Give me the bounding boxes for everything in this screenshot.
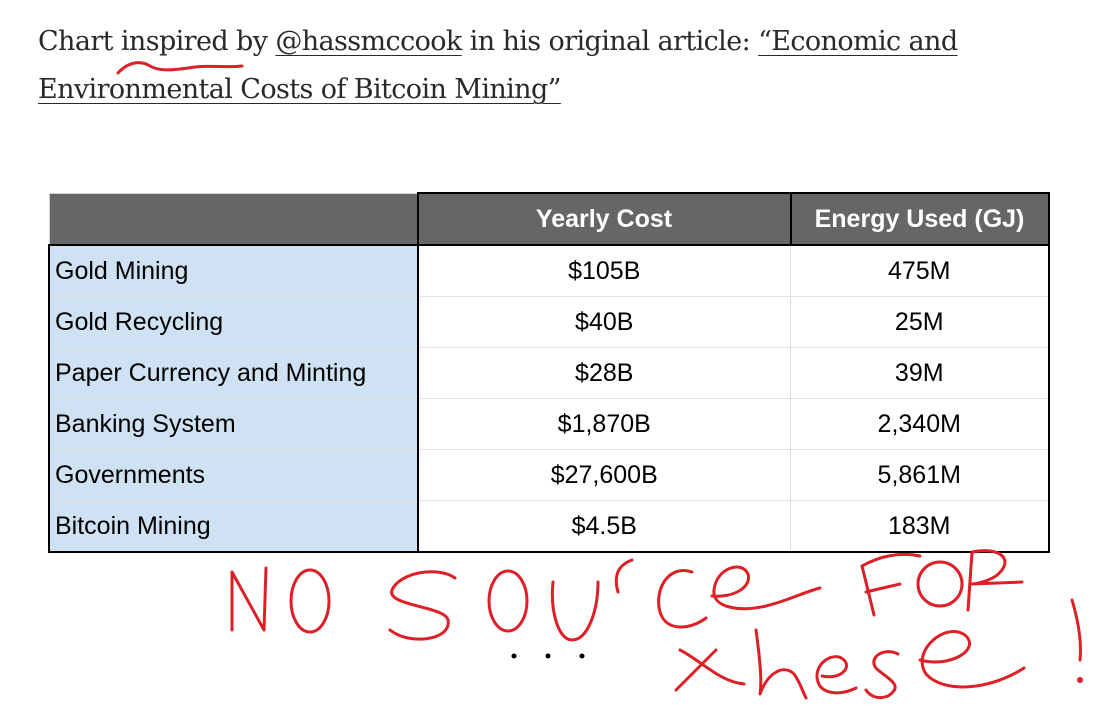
yearly-cost-cell: $40B xyxy=(417,296,791,348)
row-label: Banking System xyxy=(48,398,419,450)
yearly-cost-cell: $28B xyxy=(417,347,791,399)
ellipsis-dots xyxy=(511,653,585,659)
energy-cell: 5,861M xyxy=(790,449,1050,501)
cost-comparison-table: Yearly Cost Energy Used (GJ) Gold Mining… xyxy=(48,192,1050,553)
table-header-row: Yearly Cost Energy Used (GJ) xyxy=(48,192,1050,246)
table-row: Paper Currency and Minting $28B 39M xyxy=(48,347,1050,399)
energy-cell: 475M xyxy=(790,245,1050,297)
table-row: Governments $27,600B 5,861M xyxy=(48,449,1050,501)
intro-text-before: Chart inspired by xyxy=(38,26,276,57)
table-row: Bitcoin Mining $4.5B 183M xyxy=(48,500,1050,553)
yearly-cost-cell: $105B xyxy=(417,245,791,297)
handwritten-annotation-strokes xyxy=(116,61,1082,700)
row-label: Bitcoin Mining xyxy=(48,500,419,553)
row-label: Gold Recycling xyxy=(48,296,419,348)
table-row: Gold Mining $105B 475M xyxy=(48,245,1050,297)
yearly-cost-cell: $4.5B xyxy=(417,500,791,553)
intro-paragraph: Chart inspired by @hassmccook in his ori… xyxy=(38,18,1078,114)
author-link[interactable]: @hassmccook xyxy=(275,26,462,57)
row-label: Paper Currency and Minting xyxy=(48,347,419,399)
energy-cell: 39M xyxy=(790,347,1050,399)
row-label: Governments xyxy=(48,449,419,501)
header-blank-cell xyxy=(48,192,419,246)
header-yearly-cost: Yearly Cost xyxy=(417,192,792,246)
row-label: Gold Mining xyxy=(48,245,419,297)
header-energy-used: Energy Used (GJ) xyxy=(790,192,1050,246)
energy-cell: 2,340M xyxy=(790,398,1050,450)
exclamation-dot xyxy=(1077,677,1083,683)
yearly-cost-cell: $27,600B xyxy=(417,449,791,501)
article-link[interactable]: “Economic and Environmental Costs of Bit… xyxy=(38,26,958,105)
intro-text-middle: in his original article: xyxy=(461,26,759,57)
energy-cell: 183M xyxy=(790,500,1050,553)
yearly-cost-cell: $1,870B xyxy=(417,398,791,450)
energy-cell: 25M xyxy=(790,296,1050,348)
table-row: Gold Recycling $40B 25M xyxy=(48,296,1050,348)
table-row: Banking System $1,870B 2,340M xyxy=(48,398,1050,450)
